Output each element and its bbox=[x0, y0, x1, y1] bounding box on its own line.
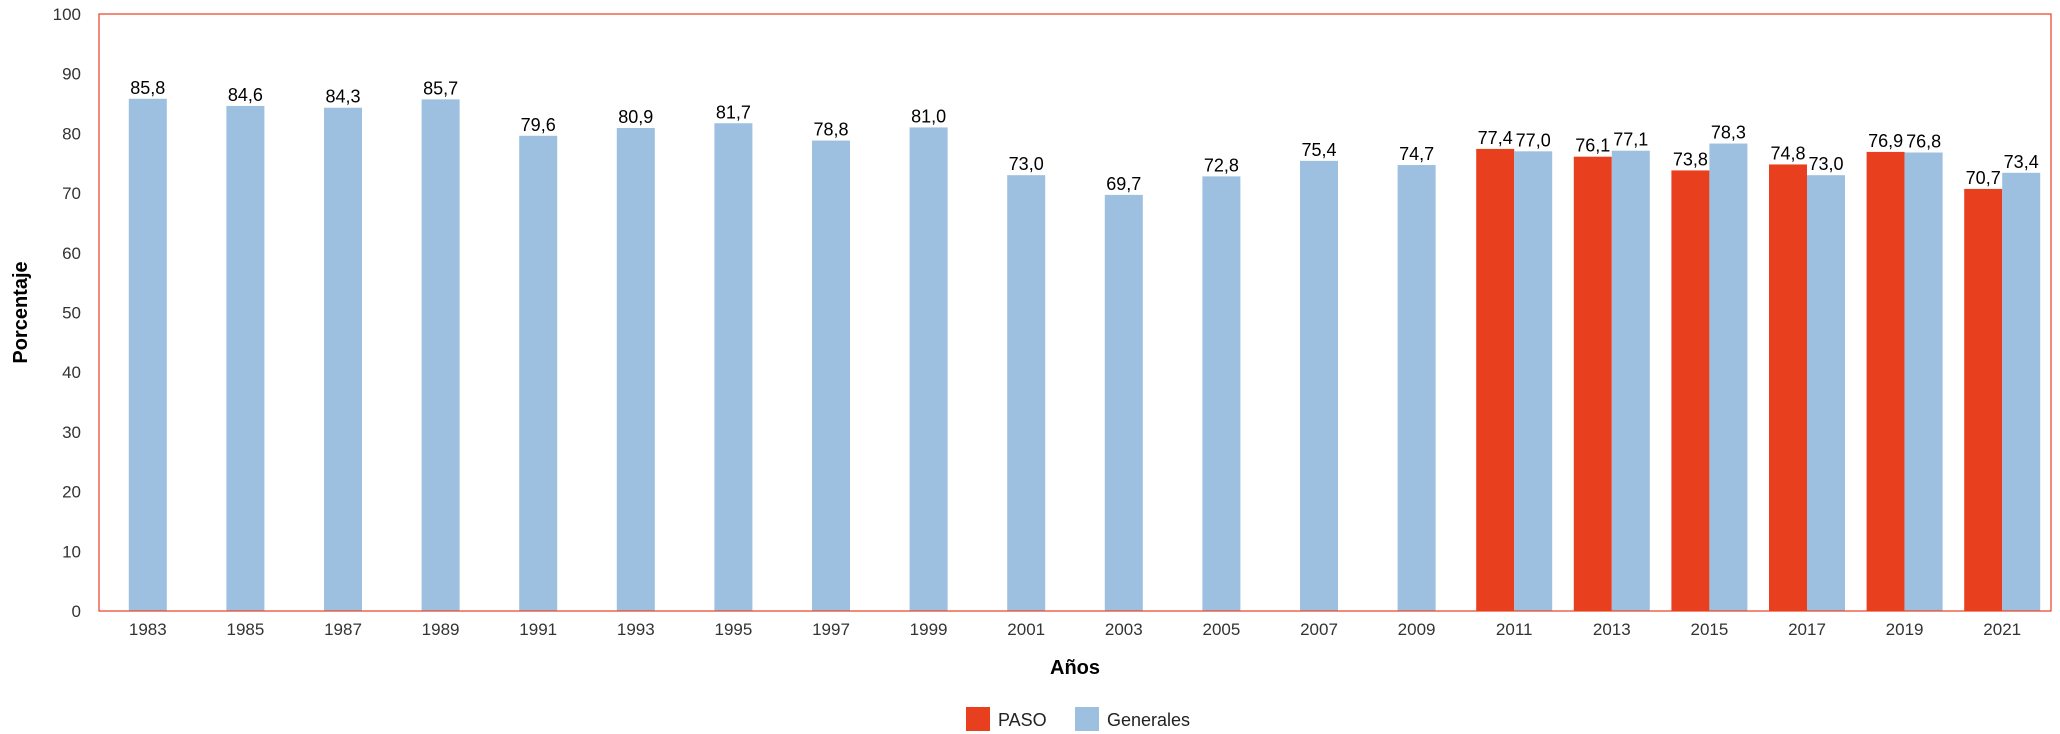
data-label: 73,4 bbox=[2004, 152, 2039, 172]
legend: PASO Generales bbox=[966, 707, 1190, 731]
x-tick-label: 2021 bbox=[1983, 620, 2021, 639]
data-label: 84,6 bbox=[228, 85, 263, 105]
x-tick-label: 1989 bbox=[422, 620, 460, 639]
x-tick-label: 2001 bbox=[1007, 620, 1045, 639]
data-label: 81,0 bbox=[911, 106, 946, 126]
bar-generales-2011 bbox=[1514, 151, 1553, 611]
legend-swatch-paso bbox=[966, 707, 990, 731]
data-label: 72,8 bbox=[1204, 155, 1239, 175]
y-tick-label: 30 bbox=[62, 423, 81, 442]
bar-generales-2021 bbox=[2002, 172, 2041, 611]
bar-generales-2013 bbox=[1611, 150, 1650, 611]
x-tick-label: 1999 bbox=[910, 620, 948, 639]
plot-frame bbox=[98, 13, 2052, 612]
y-tick-label: 50 bbox=[62, 304, 81, 323]
x-tick-label: 1991 bbox=[519, 620, 557, 639]
y-tick-label: 0 bbox=[72, 602, 81, 621]
data-label: 73,0 bbox=[1808, 154, 1843, 174]
x-tick-label: 2009 bbox=[1398, 620, 1436, 639]
bar-paso-2013 bbox=[1573, 156, 1612, 612]
bar-generales-2005 bbox=[1202, 176, 1241, 611]
data-label: 73,8 bbox=[1673, 149, 1708, 169]
x-tick-label: 2013 bbox=[1593, 620, 1631, 639]
data-label: 70,7 bbox=[1966, 168, 2001, 188]
bar-paso-2021 bbox=[1964, 188, 2003, 611]
bar-generales-1987 bbox=[324, 107, 362, 611]
legend-swatch-generales bbox=[1075, 707, 1099, 731]
x-tick-label: 2017 bbox=[1788, 620, 1826, 639]
data-label: 74,7 bbox=[1399, 144, 1434, 164]
x-tick-label: 2011 bbox=[1496, 620, 1533, 639]
bar-generales-1993 bbox=[616, 128, 655, 612]
bar-generales-2019 bbox=[1904, 152, 1943, 611]
data-label: 77,0 bbox=[1516, 130, 1551, 150]
legend-label-paso: PASO bbox=[998, 710, 1047, 730]
x-axis: 1983 1985 1987 1989 1991 1993 1995 1997 1999 2001… bbox=[129, 620, 2021, 639]
data-label: 77,1 bbox=[1613, 130, 1648, 150]
bar-generales-1995 bbox=[714, 123, 753, 611]
data-label: 76,9 bbox=[1868, 131, 1903, 151]
bar-generales-2017 bbox=[1807, 175, 1845, 611]
data-label: 73,0 bbox=[1009, 154, 1044, 174]
y-tick-label: 40 bbox=[62, 363, 81, 382]
y-tick-label: 100 bbox=[53, 5, 81, 24]
bar-generales-1985 bbox=[226, 105, 265, 612]
y-tick-label: 70 bbox=[62, 184, 81, 203]
x-tick-label: 1997 bbox=[812, 620, 850, 639]
y-tick-label: 10 bbox=[62, 542, 81, 561]
bar-generales-1989 bbox=[421, 99, 460, 611]
y-axis-title: Porcentaje bbox=[10, 261, 32, 363]
y-tick-label: 60 bbox=[62, 244, 81, 263]
x-tick-label: 1983 bbox=[129, 620, 167, 639]
x-tick-label: 2003 bbox=[1105, 620, 1143, 639]
y-tick-label: 80 bbox=[62, 124, 81, 143]
data-label: 78,8 bbox=[813, 120, 848, 140]
x-axis-title: Años bbox=[1050, 657, 1100, 679]
data-label: 69,7 bbox=[1106, 174, 1141, 194]
data-label: 84,3 bbox=[325, 87, 360, 107]
y-tick-label: 20 bbox=[62, 483, 81, 502]
bar-paso-2011 bbox=[1476, 148, 1515, 611]
data-label: 79,6 bbox=[521, 115, 556, 135]
bars-group bbox=[128, 98, 2041, 612]
bar-generales-1991 bbox=[519, 135, 558, 611]
bar-generales-2003 bbox=[1104, 194, 1143, 612]
data-labels-group: 85,8 84,6 84,3 85,7 79,6 80,9 81,7 78,8 81,0 73,0… bbox=[130, 78, 2038, 194]
legend-label-generales: Generales bbox=[1107, 710, 1190, 730]
data-label: 85,7 bbox=[423, 78, 458, 98]
x-tick-label: 2007 bbox=[1300, 620, 1338, 639]
x-tick-label: 2019 bbox=[1886, 620, 1924, 639]
y-axis: 0 10 20 30 40 50 60 70 80 90 100 bbox=[53, 5, 81, 621]
bar-generales-2001 bbox=[1007, 175, 1046, 611]
data-label: 75,4 bbox=[1301, 140, 1336, 160]
y-tick-label: 90 bbox=[62, 65, 81, 84]
x-tick-label: 1995 bbox=[714, 620, 752, 639]
x-tick-label: 2015 bbox=[1690, 620, 1728, 639]
data-label: 78,3 bbox=[1711, 123, 1746, 143]
bar-generales-1983 bbox=[128, 98, 167, 612]
bar-paso-2017 bbox=[1769, 164, 1807, 611]
x-tick-label: 2005 bbox=[1202, 620, 1240, 639]
bar-generales-2015 bbox=[1709, 143, 1748, 611]
bar-generales-2009 bbox=[1397, 165, 1436, 611]
x-tick-label: 1993 bbox=[617, 620, 655, 639]
data-label: 77,4 bbox=[1478, 128, 1513, 148]
data-label: 80,9 bbox=[618, 107, 653, 127]
data-label: 85,8 bbox=[130, 78, 165, 98]
bar-paso-2015 bbox=[1671, 170, 1710, 611]
data-label: 81,7 bbox=[716, 102, 751, 122]
data-label: 74,8 bbox=[1770, 143, 1805, 163]
data-label: 76,8 bbox=[1906, 132, 1941, 152]
bar-paso-2019 bbox=[1866, 151, 1905, 612]
bar-generales-1999 bbox=[909, 127, 948, 612]
data-label: 76,1 bbox=[1575, 136, 1610, 156]
bar-generales-1997 bbox=[812, 140, 850, 611]
bar-generales-2007 bbox=[1300, 160, 1338, 611]
x-tick-label: 1985 bbox=[226, 620, 264, 639]
x-tick-label: 1987 bbox=[324, 620, 362, 639]
